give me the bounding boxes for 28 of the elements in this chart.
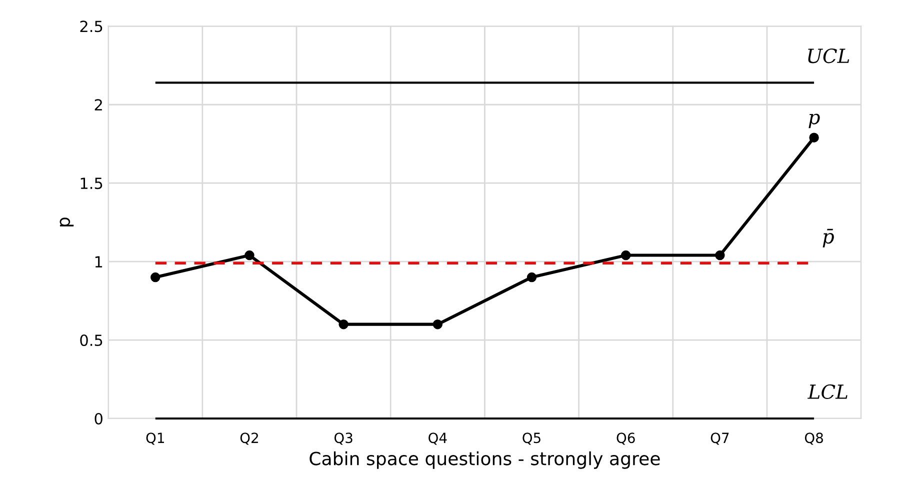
y-tick-label: 0 bbox=[94, 412, 102, 425]
point bbox=[338, 319, 348, 330]
x-tick-label: Q6 bbox=[616, 432, 635, 445]
point bbox=[244, 250, 254, 260]
x-tick-label: Q7 bbox=[710, 432, 729, 445]
x-tick-label: Q2 bbox=[240, 432, 258, 445]
x-tick-label: Q4 bbox=[428, 432, 447, 445]
point bbox=[526, 272, 537, 282]
point bbox=[432, 319, 443, 330]
y-tick-label: 2.5 bbox=[80, 20, 102, 32]
series-label: p bbox=[808, 114, 820, 128]
x-tick-label: Q1 bbox=[146, 432, 164, 445]
y-tick-label: 1 bbox=[95, 256, 102, 268]
x-tick-label: Q5 bbox=[522, 432, 540, 445]
x-tick-label: Q3 bbox=[334, 432, 352, 445]
point bbox=[809, 132, 819, 142]
y-tick-label: 0.5 bbox=[80, 334, 102, 346]
y-tick-label: 1.5 bbox=[80, 178, 102, 190]
y-axis-title: p bbox=[60, 218, 74, 226]
x-axis-title: Cabin space questions - strongly agree bbox=[310, 451, 660, 469]
ref-line-label: LCL bbox=[808, 384, 848, 400]
point bbox=[715, 250, 725, 260]
ref-line-label: p̄ bbox=[822, 228, 834, 248]
y-tick-label: 2 bbox=[94, 99, 102, 110]
point bbox=[620, 250, 631, 260]
ref-line-label: UCL bbox=[808, 48, 850, 64]
x-tick-label: Q8 bbox=[804, 432, 823, 445]
point bbox=[150, 272, 160, 282]
